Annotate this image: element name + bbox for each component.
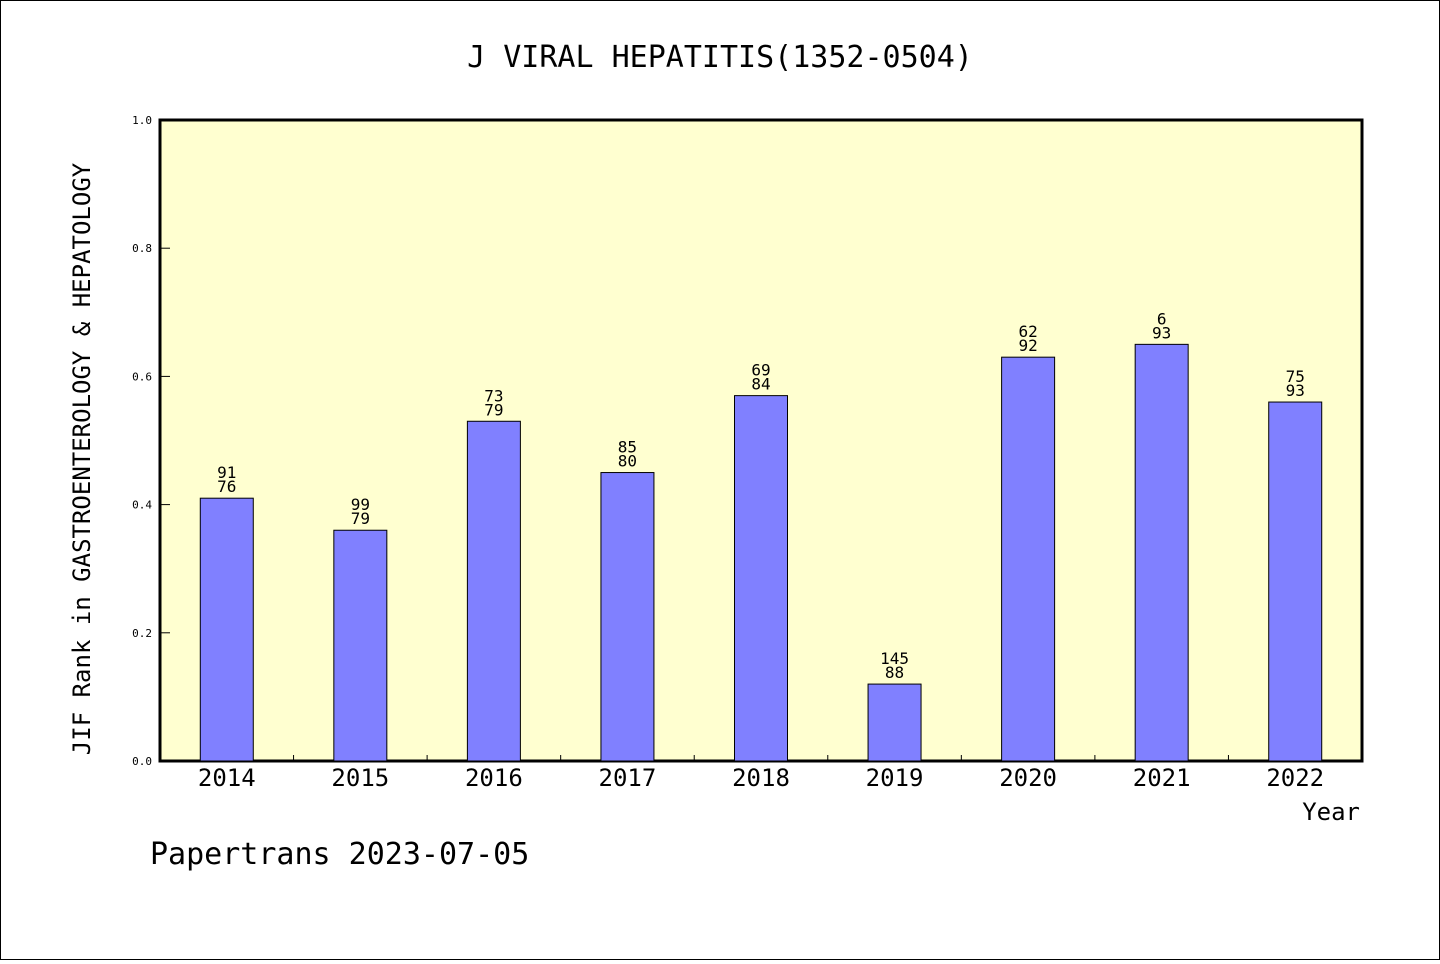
bar-label-bottom: 88 bbox=[885, 663, 904, 682]
bar-label-top: 73 bbox=[484, 386, 503, 405]
y-tick-label: 0.4 bbox=[132, 499, 152, 512]
bar-label-bottom: 93 bbox=[1286, 381, 1305, 400]
bar-2018 bbox=[734, 395, 788, 762]
bar-label-top: 99 bbox=[351, 495, 370, 514]
chart-title: J VIRAL HEPATITIS(1352-0504) bbox=[467, 40, 973, 75]
y-tick-label: 0.8 bbox=[132, 242, 152, 255]
bar-label-top: 62 bbox=[1018, 322, 1037, 341]
x-tick-label: 2020 bbox=[999, 764, 1057, 792]
bar-label-bottom: 79 bbox=[351, 509, 370, 528]
bar-label-bottom: 84 bbox=[751, 375, 770, 394]
bar-2021 bbox=[1134, 343, 1189, 762]
bar-label-top: 85 bbox=[618, 438, 637, 457]
bar-label-top: 69 bbox=[751, 361, 770, 380]
bar-2017 bbox=[600, 472, 655, 762]
x-axis-ticks: 2014 2015 2016 2017 2018 2019 2020 2021 2022 bbox=[198, 755, 1324, 792]
bar-2020 bbox=[1001, 356, 1056, 762]
bar-label-bottom: 92 bbox=[1018, 336, 1037, 355]
bar-label-top: 145 bbox=[880, 649, 909, 668]
bar-label-top: 6 bbox=[1157, 309, 1167, 328]
x-tick-label: 2017 bbox=[599, 764, 657, 792]
bars bbox=[199, 343, 1323, 762]
y-tick-label: 0.6 bbox=[132, 370, 152, 383]
bar-label-bottom: 79 bbox=[484, 400, 503, 419]
x-tick-label: 2022 bbox=[1266, 764, 1324, 792]
x-tick-label: 2014 bbox=[198, 764, 256, 792]
x-tick-label: 2016 bbox=[465, 764, 523, 792]
bar-label-top: 91 bbox=[217, 463, 236, 482]
x-tick-label: 2021 bbox=[1133, 764, 1191, 792]
bar-2016 bbox=[466, 420, 521, 762]
y-axis-ticks: 0.0 0.2 0.4 0.6 0.8 1.0 bbox=[132, 114, 170, 768]
bar-label-bottom: 76 bbox=[217, 477, 236, 496]
bar-label-top: 75 bbox=[1286, 367, 1305, 386]
bar-2014 bbox=[199, 497, 254, 762]
y-tick-label: 0.2 bbox=[132, 627, 152, 640]
x-axis-label: Year bbox=[1302, 798, 1360, 826]
y-axis-label: JIF Rank in GASTROENTEROLOGY & HEPATOLOG… bbox=[68, 162, 96, 755]
y-tick-label: 0.0 bbox=[132, 755, 152, 768]
bar-2019 bbox=[867, 683, 922, 762]
bar-2015 bbox=[333, 529, 388, 762]
x-tick-label: 2019 bbox=[866, 764, 924, 792]
x-tick-label: 2018 bbox=[732, 764, 790, 792]
bar-2022 bbox=[1268, 401, 1323, 762]
bar-label-bottom: 93 bbox=[1152, 323, 1171, 342]
footer-credit: Papertrans 2023-07-05 bbox=[150, 837, 529, 872]
bar-label-bottom: 80 bbox=[618, 452, 637, 471]
y-tick-label: 1.0 bbox=[132, 114, 152, 127]
x-tick-label: 2015 bbox=[331, 764, 389, 792]
